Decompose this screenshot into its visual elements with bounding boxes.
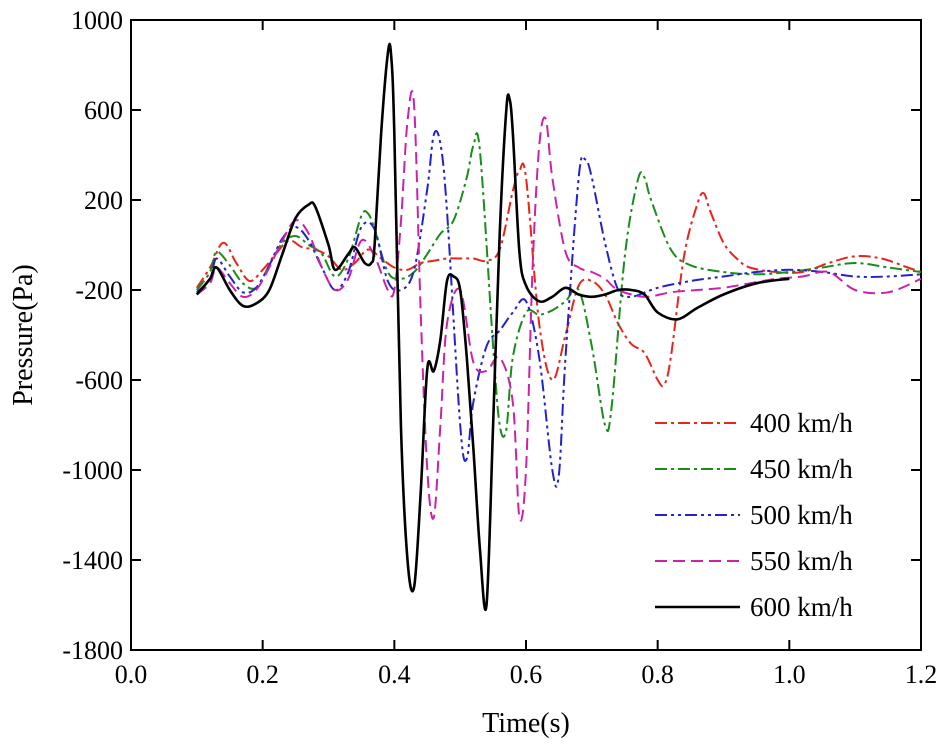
x-tick-label: 0.2 — [246, 660, 279, 689]
x-tick-label: 0.6 — [510, 660, 543, 689]
x-axis-title: Time(s) — [482, 708, 570, 739]
legend-label: 500 km/h — [750, 500, 853, 530]
legend: 400 km/h 450 km/h 500 km/h 550 km/h 600 km/h — [655, 408, 853, 622]
y-tick-label: -1000 — [62, 456, 123, 485]
legend-label: 550 km/h — [750, 546, 853, 576]
legend-label: 600 km/h — [750, 592, 853, 622]
y-tick-label: 1000 — [71, 6, 123, 35]
y-tick-label: 600 — [84, 96, 123, 125]
y-tick-label: 200 — [84, 186, 123, 215]
x-tick-label: 0.0 — [115, 660, 148, 689]
series-line-600-km-h — [195, 42, 790, 611]
y-axis-title: Pressure(Pa) — [8, 264, 39, 406]
x-tick-label: 0.4 — [378, 660, 411, 689]
legend-label: 400 km/h — [750, 408, 853, 438]
x-tick-label: 1.0 — [773, 660, 806, 689]
y-tick-label: -600 — [75, 366, 123, 395]
y-axis-ticks: 1000 600 200 -200 -600 -1000 -1400 -1800 — [62, 6, 921, 665]
y-tick-label: -1800 — [62, 636, 123, 665]
series-line-400-km-h — [195, 162, 922, 388]
y-tick-label: -200 — [75, 276, 123, 305]
x-tick-label: 0.8 — [641, 660, 674, 689]
x-axis-ticks: 0.0 0.2 0.4 0.6 0.8 1.0 1.2 — [115, 20, 938, 689]
series-line-450-km-h — [195, 132, 922, 438]
y-tick-label: -1400 — [62, 546, 123, 575]
legend-label: 450 km/h — [750, 454, 853, 484]
series-layer — [195, 42, 922, 611]
x-tick-label: 1.2 — [905, 660, 938, 689]
